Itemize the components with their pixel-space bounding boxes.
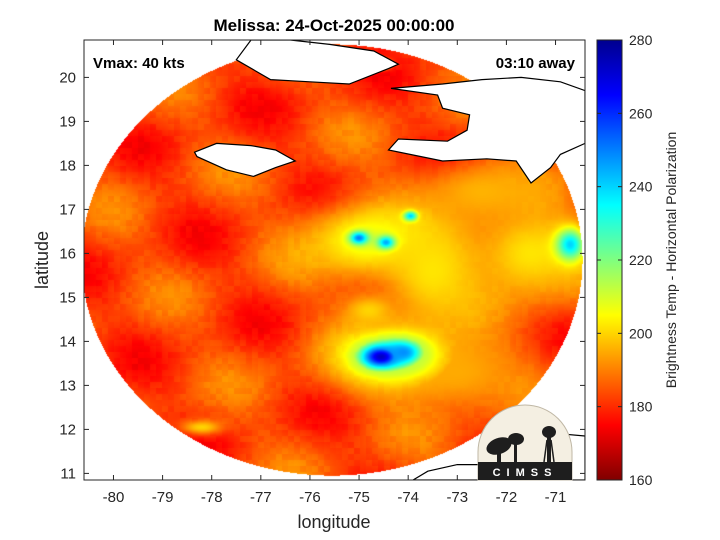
map-axes: -80 -79 -78 -77 -76 -75 -74 -73 -72 -71 111213141…: [59, 39, 586, 506]
y-tick-label: 15: [59, 289, 76, 306]
colorbar-tick-label: 280: [629, 32, 653, 48]
colorbar-tick-label: 240: [629, 179, 653, 195]
colorbar-tick-label: 220: [629, 252, 653, 268]
y-tick-label: 13: [59, 377, 76, 394]
y-tick-label: 19: [59, 113, 76, 130]
y-tick-label: 16: [59, 245, 76, 262]
x-tick-label: -78: [201, 489, 223, 506]
colorbar-tick-label: 160: [629, 472, 653, 488]
vmax-label: Vmax: 40 kts: [93, 55, 185, 72]
x-axis-ticks: -80 -79 -78 -77 -76 -75 -74 -73 -72 -71: [103, 40, 567, 506]
x-tick-label: -79: [152, 489, 174, 506]
colorbar-label: Brightness Temp - Horizontal Polarizatio…: [663, 132, 679, 389]
x-tick-label: -75: [348, 489, 370, 506]
x-axis-label: longitude: [297, 512, 370, 532]
time-away-label: 03:10 away: [496, 55, 576, 72]
x-tick-label: -80: [103, 489, 125, 506]
colorbar-tick-label: 180: [629, 399, 653, 415]
x-tick-label: -74: [397, 489, 419, 506]
y-axis-label: latitude: [32, 231, 52, 289]
land-hispaniola: [387, 76, 585, 184]
land-cuba: [235, 40, 400, 85]
colorbar-tick-label: 260: [629, 105, 653, 121]
cimss-logo: CIMSS: [477, 404, 573, 481]
plot-title: Melissa: 24-Oct-2025 00:00:00: [214, 16, 455, 35]
cimss-logo-text: CIMSS: [493, 467, 558, 479]
x-tick-label: -72: [496, 489, 518, 506]
colorbar-gradient: [596, 39, 623, 481]
y-tick-label: 17: [59, 201, 76, 218]
y-tick-label: 12: [59, 421, 76, 438]
x-tick-label: -77: [250, 489, 272, 506]
y-tick-label: 14: [59, 333, 76, 350]
y-tick-label: 11: [60, 465, 76, 482]
colorbar-tick-label: 200: [629, 325, 653, 341]
land-jamaica: [193, 142, 297, 178]
axes-frame: [83, 39, 586, 481]
y-axis-ticks: 11 12 13 14 15 16 17 18 19 20: [59, 69, 585, 482]
x-tick-label: -71: [545, 489, 567, 506]
y-tick-label: 20: [59, 69, 76, 86]
x-tick-label: -73: [446, 489, 468, 506]
colorbar: 160 180 200 220 240 260 280 Brightness Temp - …: [596, 32, 679, 488]
y-tick-label: 18: [59, 157, 76, 174]
colorbar-ticks: 160 180 200 220 240 260 280: [597, 32, 653, 488]
x-tick-label: -76: [299, 489, 321, 506]
